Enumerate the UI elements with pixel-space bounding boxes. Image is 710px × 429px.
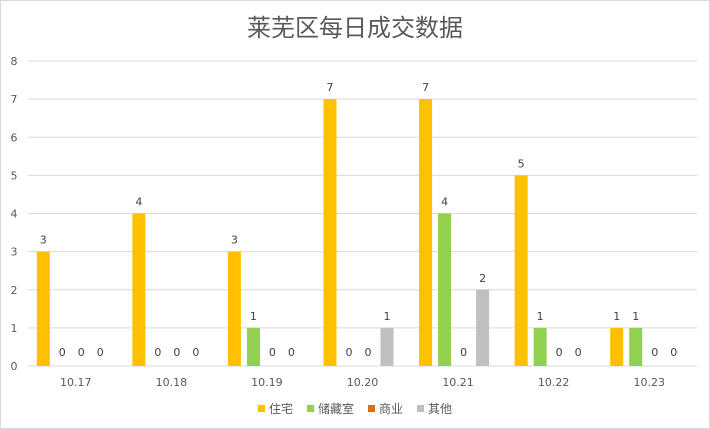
data-label: 0 xyxy=(154,346,161,359)
legend-item: 住宅 xyxy=(257,400,293,417)
bar xyxy=(380,327,394,366)
data-label: 0 xyxy=(173,346,180,359)
data-label: 1 xyxy=(632,310,639,323)
bar xyxy=(246,327,260,366)
data-label: 0 xyxy=(556,346,563,359)
legend-label: 住宅 xyxy=(268,402,293,416)
gridlines xyxy=(28,60,697,367)
data-label: 5 xyxy=(518,157,525,170)
legend: 住宅 储藏室 商业 其他 xyxy=(0,400,710,417)
x-tick-label: 10.19 xyxy=(251,376,283,389)
bar xyxy=(476,289,490,366)
data-label: 0 xyxy=(97,346,104,359)
data-label: 4 xyxy=(441,196,448,209)
data-label: 4 xyxy=(135,196,142,209)
y-tick-label: 4 xyxy=(11,208,18,221)
legend-swatch xyxy=(368,405,375,412)
data-label: 3 xyxy=(40,234,47,247)
legend-label: 储藏室 xyxy=(317,402,354,416)
data-label: 7 xyxy=(327,81,334,94)
x-tick-label: 10.20 xyxy=(347,376,379,389)
x-tick-label: 10.22 xyxy=(538,376,570,389)
legend-swatch xyxy=(306,405,314,412)
bar xyxy=(227,251,241,366)
data-label: 1 xyxy=(613,310,620,323)
x-axis: 10.17 10.18 10.19 10.20 10.21 10.22 10.23 xyxy=(60,376,665,389)
bar xyxy=(610,327,624,366)
data-label: 0 xyxy=(460,346,467,359)
y-tick-label: 0 xyxy=(11,360,18,373)
data-label: 0 xyxy=(346,346,353,359)
y-tick-label: 6 xyxy=(11,131,18,144)
y-tick-label: 5 xyxy=(11,169,18,182)
bars xyxy=(36,99,643,366)
chart-title: 莱芜区每日成交数据 xyxy=(247,14,463,42)
legend-swatch xyxy=(417,405,425,412)
data-label: 0 xyxy=(78,346,85,359)
x-tick-label: 10.18 xyxy=(156,376,188,389)
y-tick-label: 8 xyxy=(11,55,18,68)
y-axis: 0 1 2 3 4 5 6 7 8 xyxy=(11,55,18,373)
legend-label: 其他 xyxy=(428,402,453,416)
data-label: 0 xyxy=(59,346,66,359)
legend-item: 储藏室 xyxy=(306,400,354,417)
y-tick-label: 1 xyxy=(11,322,18,335)
y-tick-label: 3 xyxy=(11,246,18,259)
bar xyxy=(132,213,146,366)
data-label: 2 xyxy=(479,272,486,285)
bar xyxy=(533,327,547,366)
bar xyxy=(438,213,452,366)
data-label: 1 xyxy=(250,310,257,323)
data-label: 1 xyxy=(384,310,391,323)
data-label: 0 xyxy=(288,346,295,359)
data-label: 0 xyxy=(269,346,276,359)
data-label: 0 xyxy=(651,346,658,359)
y-tick-label: 2 xyxy=(11,284,18,297)
bar xyxy=(629,327,643,366)
data-label: 0 xyxy=(575,346,582,359)
y-tick-label: 7 xyxy=(11,93,18,106)
data-label: 0 xyxy=(670,346,677,359)
x-tick-label: 10.21 xyxy=(442,376,474,389)
legend-item: 其他 xyxy=(417,400,452,417)
data-label: 3 xyxy=(231,234,238,247)
data-label: 0 xyxy=(365,346,372,359)
data-label: 0 xyxy=(192,346,199,359)
legend-label: 商业 xyxy=(379,402,404,416)
x-tick-label: 10.23 xyxy=(633,376,665,389)
bar xyxy=(419,99,433,366)
legend-item: 商业 xyxy=(368,400,403,417)
bar xyxy=(514,175,528,366)
data-label: 1 xyxy=(537,310,544,323)
legend-swatch xyxy=(257,405,265,412)
bar xyxy=(323,99,337,366)
x-tick-label: 10.17 xyxy=(60,376,92,389)
bar xyxy=(36,251,50,366)
data-label: 7 xyxy=(422,81,429,94)
